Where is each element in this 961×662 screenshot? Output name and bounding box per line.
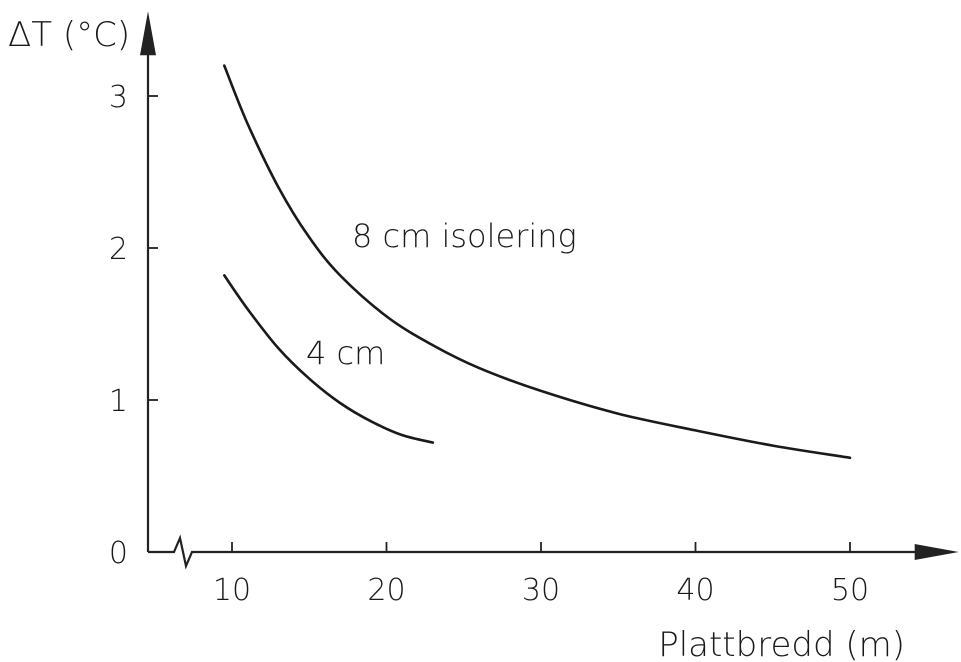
series-label-8cm: 8 cm isolering [352, 217, 577, 255]
y-tick-label: 1 [109, 384, 128, 419]
series-label-4cm: 4 cm [306, 334, 385, 372]
x-axis-label: Plattbredd (m) [658, 625, 905, 662]
y-tick-label: 3 [109, 80, 128, 115]
y-axis-label: ΔT (°C) [8, 15, 130, 55]
y-axis-arrow [140, 11, 156, 56]
series-line-0 [223, 64, 852, 460]
x-tick-label: 20 [367, 573, 405, 608]
y-tick-label: 0 [109, 536, 128, 571]
x-axis-arrow [914, 544, 959, 560]
x-tick-label: 30 [522, 573, 560, 608]
x-tick-label: 10 [213, 573, 251, 608]
x-tick-label: 50 [831, 573, 869, 608]
x-axis [148, 534, 921, 570]
ticks: 10 20 30 40 50 0 1 2 3 [109, 80, 869, 608]
series [223, 64, 852, 460]
x-tick-label: 40 [676, 573, 714, 608]
series-line-1 [223, 274, 435, 444]
y-tick-label: 2 [109, 232, 128, 267]
axes [140, 11, 959, 570]
